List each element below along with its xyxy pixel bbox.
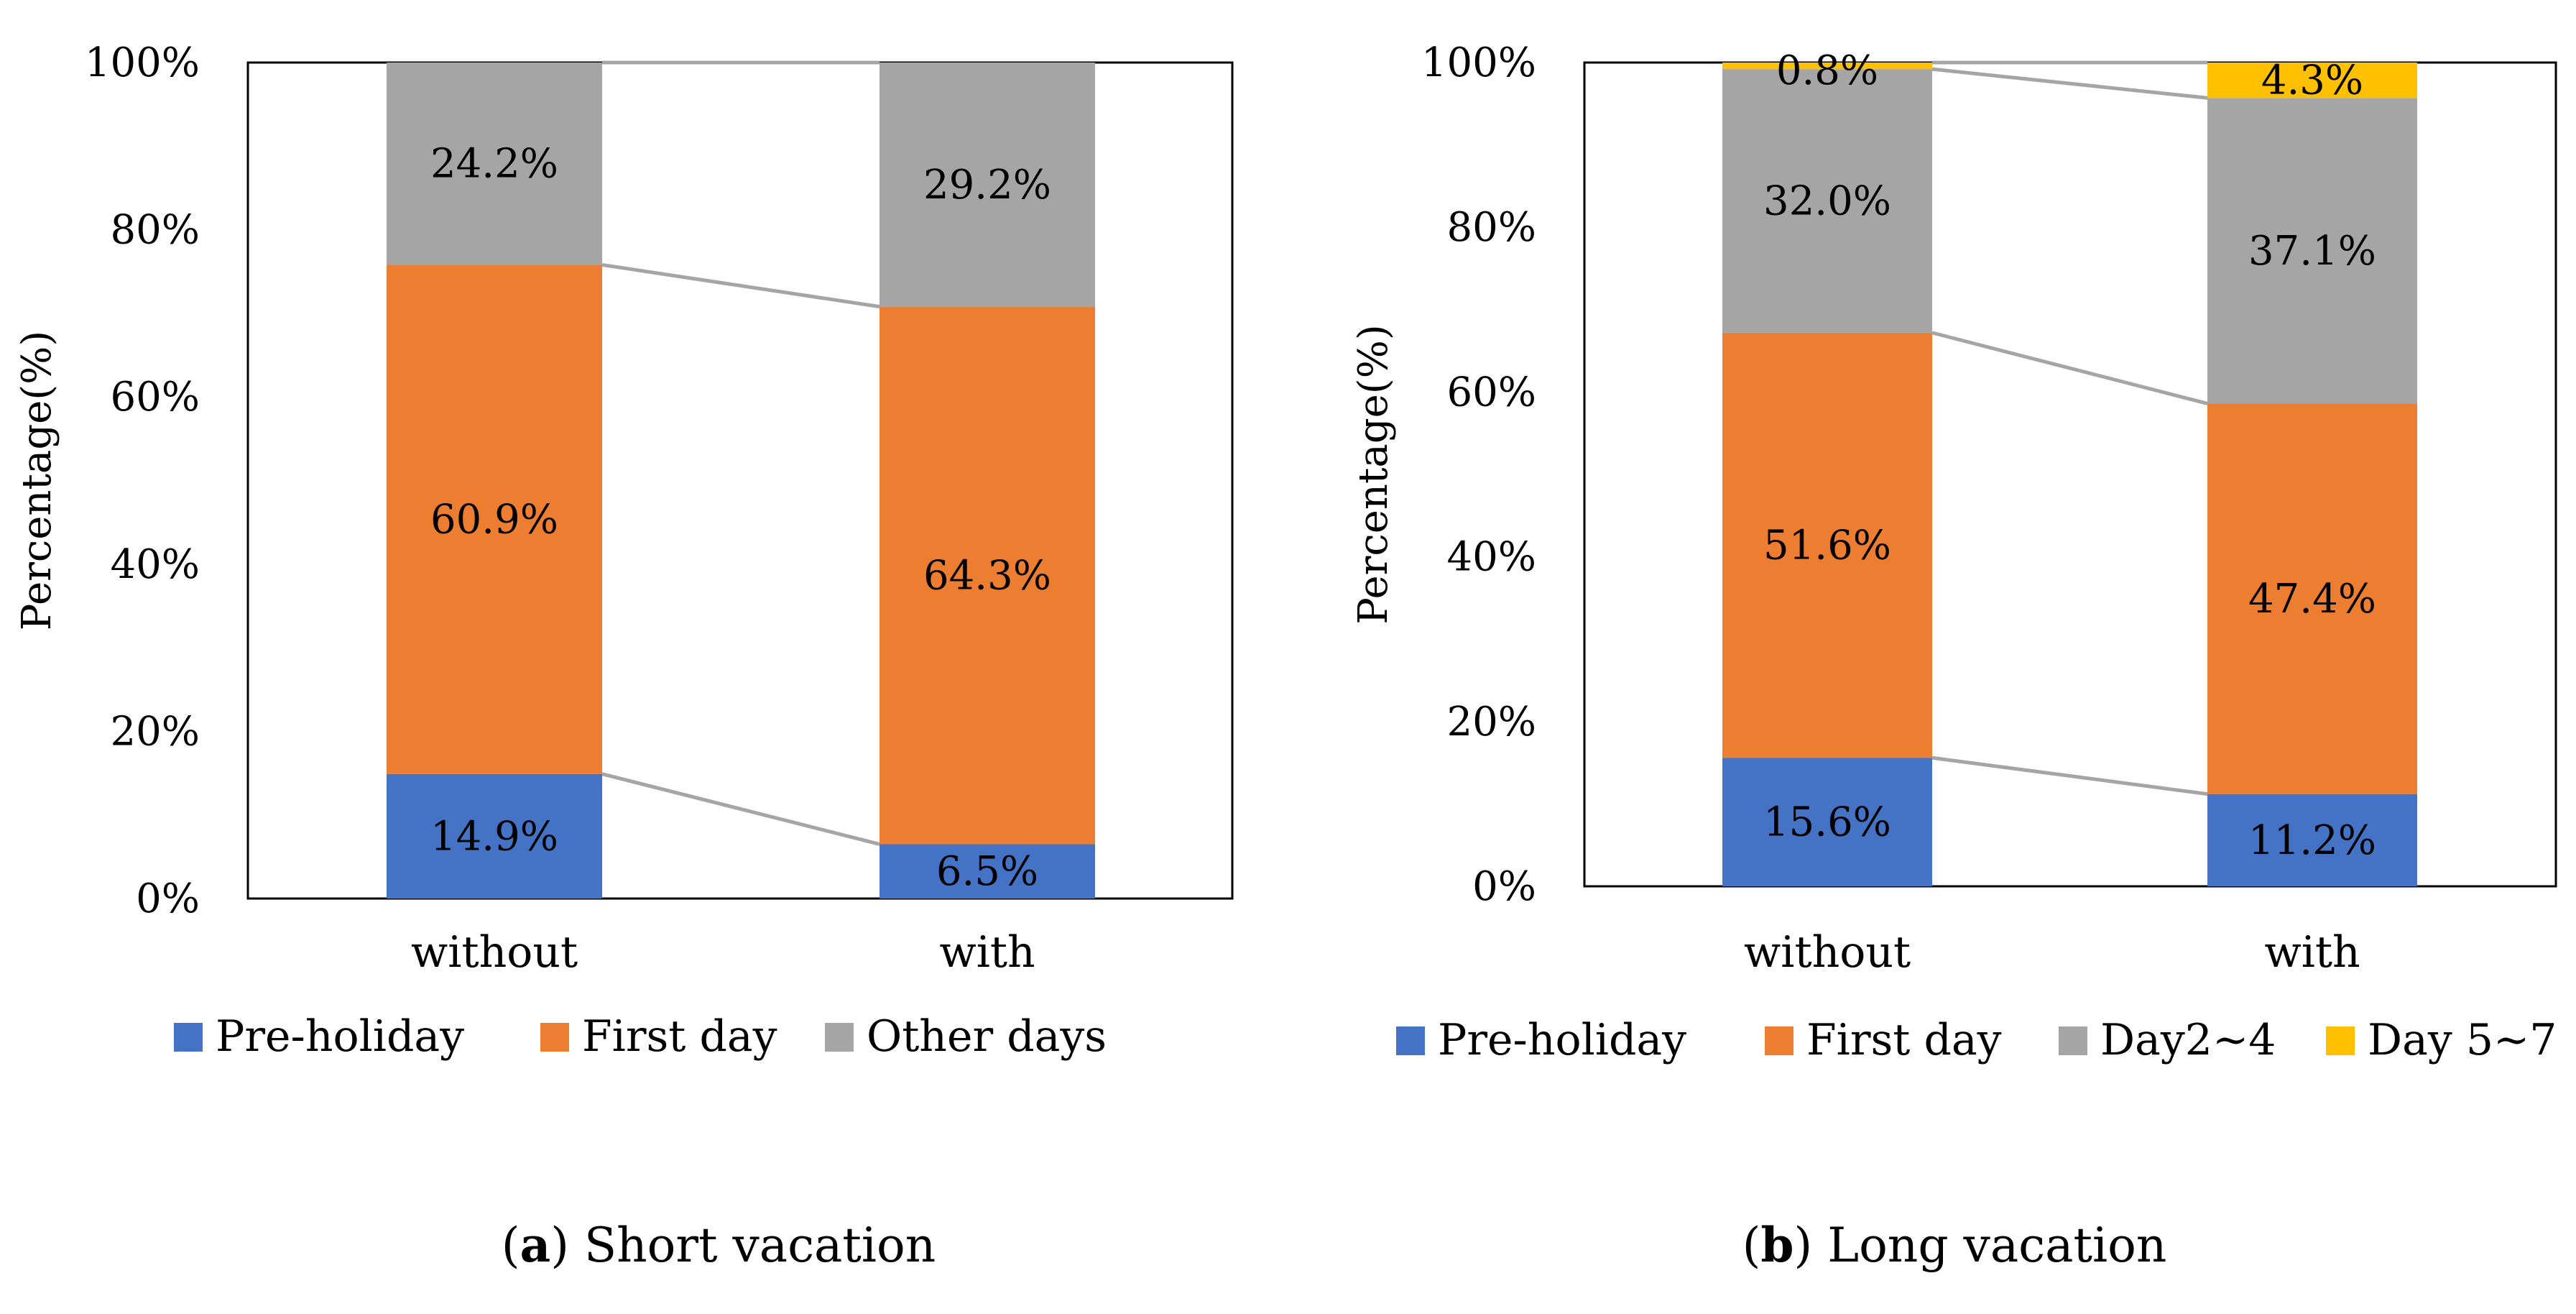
series-line-first-day: [1931, 331, 2208, 405]
y-tick-label: 40%: [111, 541, 200, 588]
y-tick-label: 100%: [85, 40, 200, 86]
caption-text: ) Long vacation: [1794, 1218, 2167, 1273]
bar-segment-day-5-7-with: [2207, 63, 2417, 98]
chart-panel-b: 0% 20% 40% 60% 80% 100% Percentage(%) 15.6% 51.6…: [1350, 40, 2557, 1273]
legend-swatch: [540, 1023, 569, 1052]
legend-item-pre-holiday: Pre-holiday: [174, 1011, 464, 1062]
y-tick-label: 60%: [111, 374, 200, 421]
x-category-label: with: [939, 927, 1035, 978]
legend-item-first-day: First day: [540, 1011, 777, 1062]
data-label: 15.6%: [1763, 799, 1891, 846]
y-tick-label: 40%: [1447, 534, 1536, 581]
data-label: 64.3%: [923, 553, 1051, 599]
bar-segment-first-day-with: [880, 306, 1095, 845]
legend-label: First day: [582, 1011, 777, 1062]
y-tick-label: 0%: [136, 876, 200, 922]
legend-swatch: [2326, 1026, 2355, 1055]
y-tick-label: 20%: [1447, 699, 1536, 745]
bar-segment-first-day-with: [2207, 403, 2417, 794]
data-label: 14.9%: [430, 813, 558, 860]
legend-item-day-5-7: Day 5~7: [2326, 1015, 2557, 1065]
legend-label: First day: [1806, 1015, 2002, 1065]
series-line-pre-holiday: [601, 772, 880, 846]
caption-text: ) Short vacation: [550, 1218, 936, 1273]
legend-item-day2-4: Day2~4: [2059, 1015, 2276, 1065]
legend-label: Day 5~7: [2368, 1015, 2557, 1065]
panel-caption: (a) Short vacation: [502, 1217, 936, 1273]
bar-segment-pre-holiday-without: [387, 773, 602, 899]
legend-label: Pre-holiday: [1438, 1015, 1686, 1065]
y-tick-label: 20%: [111, 708, 200, 755]
y-tick-label: 80%: [111, 207, 200, 254]
data-label: 37.1%: [2248, 228, 2376, 275]
bar-segment-day2-4-without: [1722, 69, 1932, 333]
data-label: 32.0%: [1763, 178, 1891, 225]
x-category-label: without: [1744, 927, 1911, 978]
legend-swatch: [825, 1023, 854, 1052]
bar-segment-pre-holiday-with: [2207, 794, 2417, 886]
legend-swatch: [2059, 1026, 2087, 1055]
panel-caption: (b) Long vacation: [1742, 1217, 2167, 1273]
legend-label: Other days: [867, 1011, 1107, 1062]
legend-item-other-days: Other days: [825, 1011, 1107, 1062]
data-label: 60.9%: [430, 497, 558, 543]
legend-item-first-day: First day: [1765, 1015, 2002, 1065]
data-label: 24.2%: [430, 141, 558, 188]
x-category-label: with: [2264, 927, 2360, 978]
caption-paren: (: [502, 1218, 520, 1273]
bar-segment-first-day-without: [387, 265, 602, 774]
legend-item-pre-holiday: Pre-holiday: [1396, 1015, 1686, 1065]
bar-segment-first-day-without: [1722, 332, 1932, 758]
chart-panel-a: 0% 20% 40% 60% 80% 100% Percentage(%) 14.9% 60.9…: [14, 40, 1234, 1273]
y-tick-label: 60%: [1447, 369, 1536, 415]
legend: Pre-holiday First day Other days: [174, 1011, 1107, 1062]
series-line-day2-4: [1931, 67, 2208, 100]
series-line-first-day: [601, 262, 880, 309]
legend-label: Day2~4: [2100, 1015, 2276, 1065]
bar-segment-other-days-without: [387, 63, 602, 265]
series-line-pre-holiday: [1931, 755, 2208, 796]
y-axis-title: Percentage(%): [1350, 324, 1397, 624]
data-label: 29.2%: [923, 162, 1051, 208]
bar-segment-day-5-7-without: [1722, 63, 1932, 70]
legend-swatch: [1765, 1026, 1793, 1055]
data-label: 4.3%: [2261, 58, 2363, 104]
bar-segment-pre-holiday-with: [880, 844, 1095, 899]
y-tick-label: 100%: [1421, 40, 1536, 86]
legend-label: Pre-holiday: [216, 1011, 464, 1062]
data-label: 11.2%: [2248, 817, 2376, 864]
bar-segment-other-days-with: [880, 63, 1095, 307]
legend-swatch: [174, 1023, 203, 1052]
x-category-label: without: [411, 927, 578, 978]
data-label: 51.6%: [1763, 523, 1891, 569]
data-label: 6.5%: [936, 848, 1038, 895]
caption-letter: a: [520, 1217, 550, 1273]
bar-segment-pre-holiday-without: [1722, 758, 1932, 886]
y-tick-label: 80%: [1447, 204, 1536, 251]
caption-paren: (: [1742, 1218, 1761, 1273]
legend: Pre-holiday First day Day2~4 Day 5~7: [1396, 1015, 2557, 1065]
bar-segment-day2-4-with: [2207, 98, 2417, 404]
y-axis-title: Percentage(%): [14, 331, 60, 630]
y-tick-label: 0%: [1472, 863, 1536, 910]
caption-letter: b: [1760, 1217, 1793, 1273]
legend-swatch: [1396, 1026, 1425, 1055]
data-label: 0.8%: [1776, 47, 1878, 94]
data-label: 47.4%: [2248, 576, 2376, 622]
